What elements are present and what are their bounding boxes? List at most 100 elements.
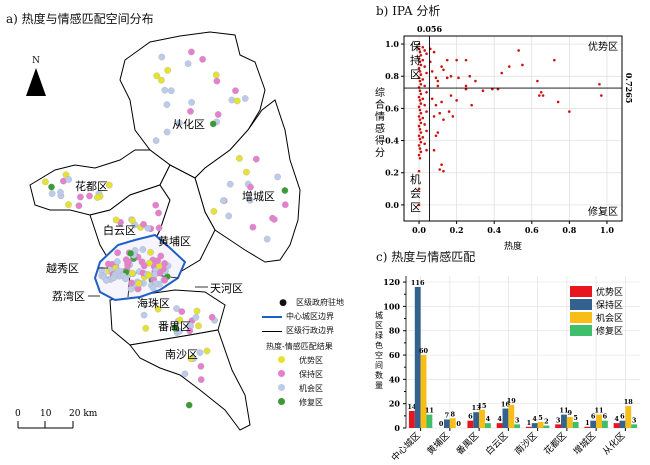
scatter-point — [517, 49, 520, 52]
map-point — [145, 271, 153, 279]
map-point — [232, 87, 239, 95]
map-point — [187, 355, 195, 363]
map-point — [86, 192, 93, 200]
y-axis-label: 间 — [375, 361, 383, 370]
legend-swatch — [570, 299, 592, 310]
bar — [584, 426, 591, 428]
map-point — [154, 305, 162, 313]
panel-c-title: c) 热度与情感匹配 — [376, 250, 476, 264]
x-tick-label: 白云区 — [483, 430, 511, 458]
map-point — [125, 258, 132, 266]
scatter-point — [418, 89, 422, 92]
scatter-point — [445, 76, 449, 80]
scatter-point — [434, 76, 438, 80]
map-point — [152, 137, 160, 144]
scatter-point — [432, 148, 436, 152]
map-point — [128, 269, 136, 277]
bar-value-label: 4 — [497, 415, 502, 423]
scatter-point — [434, 134, 438, 138]
bar — [508, 404, 515, 428]
y-tick-label: 60 — [389, 350, 401, 360]
bar-value-label: 11 — [595, 407, 604, 415]
scatter-point — [425, 52, 428, 55]
legend-item-central-boundary: 中心城区边界 — [262, 310, 344, 324]
scatter-point — [419, 82, 423, 86]
scatter-point — [418, 128, 422, 131]
bar-value-label: 9 — [568, 409, 573, 417]
map-point — [94, 194, 101, 201]
bar — [525, 426, 532, 428]
map-point — [184, 60, 192, 68]
ipa-scatter-chart: 0.0 0.0 0.2 0.2 0.4 0.4 0.6 0.6 0.8 0.8 1.0 1.0 0.05… — [375, 24, 634, 250]
north-label: N — [32, 56, 40, 66]
y-tick-label: 0.8 — [385, 71, 399, 81]
x-tick-label: 从化区 — [600, 430, 628, 458]
label-panyu: 番禺区 — [158, 320, 191, 333]
bar-value-label: 4 — [486, 415, 491, 423]
scatter-point — [425, 91, 428, 94]
legend-category-title: 热度-情感匹配结果 — [266, 342, 333, 351]
bar-value-label: 8 — [451, 410, 456, 418]
scatter-point — [421, 97, 425, 101]
map-point — [208, 313, 216, 321]
x-tick-label: 增城区 — [571, 430, 599, 458]
map-point — [249, 223, 257, 231]
quadrant-label-maintain: 区 — [410, 68, 421, 81]
map-point — [149, 284, 157, 292]
bar — [467, 420, 474, 428]
scatter-point — [455, 99, 458, 102]
map-point — [195, 322, 202, 330]
bar-value-label: 116 — [411, 279, 425, 287]
bar-value-label: 4 — [614, 415, 619, 423]
map-point — [246, 196, 254, 204]
map-point — [114, 249, 121, 257]
yellow-dot-icon — [278, 356, 285, 363]
x-axis-label: 热度 — [504, 240, 522, 250]
bar — [408, 410, 415, 428]
map-point — [263, 235, 271, 243]
bar — [473, 412, 480, 428]
scale-label-0: 0 — [15, 409, 21, 419]
legend-cat-maintain: 保持区 — [270, 368, 344, 382]
map-point — [140, 262, 148, 270]
x-tick-label: 0.0 — [412, 225, 426, 235]
scatter-point — [440, 100, 443, 104]
bar — [426, 414, 433, 428]
map-point — [48, 190, 56, 197]
map-point — [161, 276, 168, 284]
bar — [514, 424, 521, 428]
y-tick-label: 1.0 — [385, 39, 399, 49]
y-axis-label: 综 — [375, 86, 385, 99]
bar-value-label: 60 — [419, 347, 429, 355]
x-tick-label: 0.2 — [450, 225, 464, 235]
label-yuexiu: 越秀区 — [46, 261, 79, 275]
map-point — [192, 314, 200, 321]
scatter-point — [423, 84, 426, 88]
scatter-point — [538, 94, 541, 97]
scatter-point — [421, 58, 425, 62]
map-point — [65, 201, 72, 208]
district-map: 从化区 花都区 增城区 白云区 黄埔区 越秀区 荔湾区 天河区 海珠区 番禺区 … — [15, 31, 301, 431]
map-point — [233, 97, 241, 105]
scatter-point — [430, 97, 434, 101]
map-point — [140, 220, 147, 228]
map-point — [197, 362, 205, 370]
lavender-dot-icon — [278, 384, 285, 391]
quadrant-label-opportunity: 区 — [410, 201, 421, 214]
x-tick-label: 0.6 — [525, 225, 539, 235]
map-points — [42, 48, 289, 409]
bar-value-label: 16 — [501, 401, 511, 409]
scatter-point — [419, 102, 423, 105]
black-line-icon — [262, 330, 282, 332]
map-point — [226, 180, 234, 188]
scatter-point — [417, 76, 421, 80]
bar — [414, 286, 421, 428]
scatter-point — [507, 65, 511, 68]
bar — [566, 417, 573, 428]
scatter-point — [438, 111, 442, 115]
scale-bar: 0 10 20 km — [15, 409, 98, 429]
bar — [502, 408, 509, 428]
map-point — [220, 197, 227, 204]
scatter-point — [464, 84, 468, 88]
label-conghua: 从化区 — [172, 117, 205, 131]
